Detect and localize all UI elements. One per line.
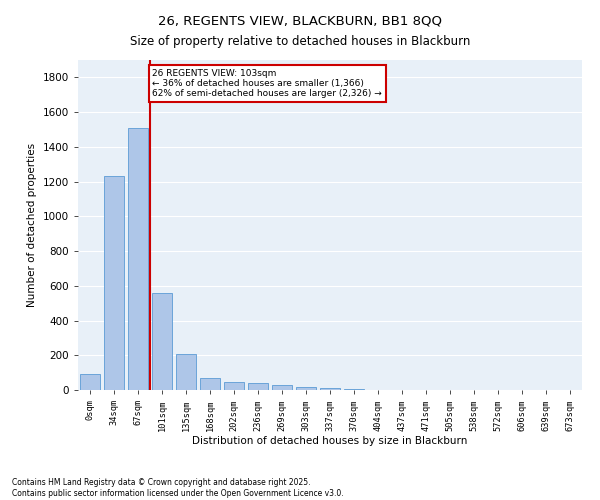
Bar: [224, 382, 244, 390]
Bar: [128, 128, 148, 390]
Bar: [248, 384, 268, 390]
Text: 26, REGENTS VIEW, BLACKBURN, BB1 8QQ: 26, REGENTS VIEW, BLACKBURN, BB1 8QQ: [158, 15, 442, 28]
Bar: [80, 374, 100, 390]
X-axis label: Distribution of detached houses by size in Blackburn: Distribution of detached houses by size …: [193, 436, 467, 446]
Bar: [200, 378, 220, 390]
Text: 26 REGENTS VIEW: 103sqm
← 36% of detached houses are smaller (1,366)
62% of semi: 26 REGENTS VIEW: 103sqm ← 36% of detache…: [152, 68, 382, 98]
Bar: [176, 354, 196, 390]
Bar: [104, 176, 124, 390]
Text: Contains HM Land Registry data © Crown copyright and database right 2025.
Contai: Contains HM Land Registry data © Crown c…: [12, 478, 344, 498]
Bar: [272, 386, 292, 390]
Text: Size of property relative to detached houses in Blackburn: Size of property relative to detached ho…: [130, 35, 470, 48]
Bar: [320, 388, 340, 390]
Bar: [296, 387, 316, 390]
Bar: [344, 389, 364, 390]
Y-axis label: Number of detached properties: Number of detached properties: [27, 143, 37, 307]
Bar: [152, 292, 172, 390]
